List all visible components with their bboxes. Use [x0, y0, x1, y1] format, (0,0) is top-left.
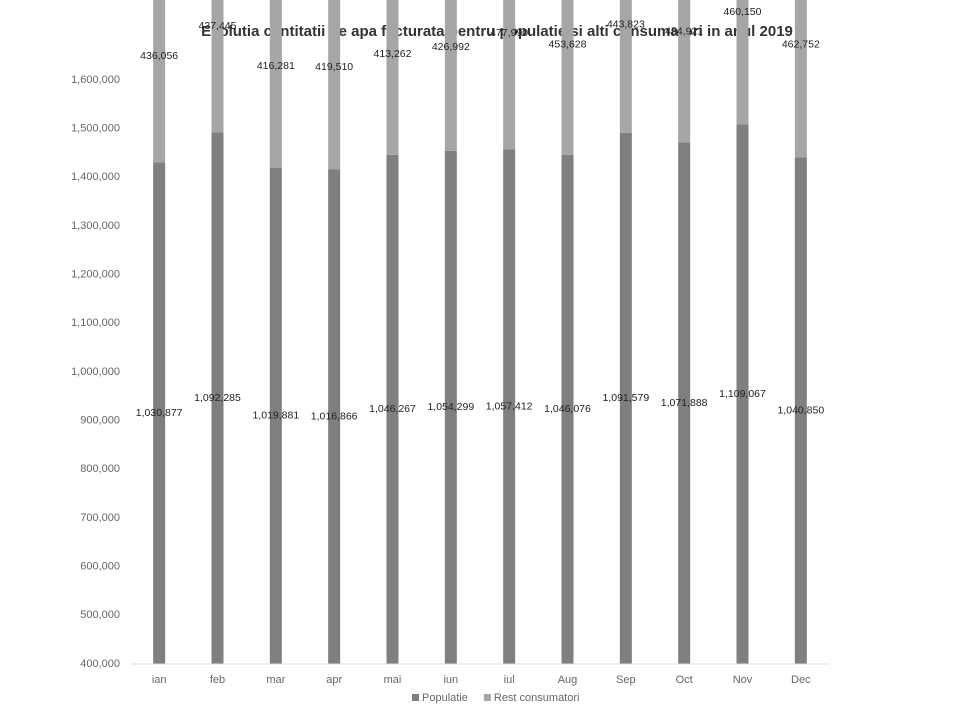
x-tick-label: Nov — [733, 674, 753, 686]
bar-segment — [794, 157, 807, 664]
x-tick-label: Dec — [791, 674, 811, 686]
bar-segment — [444, 0, 457, 151]
x-tick-label: iun — [443, 674, 458, 686]
x-tick-label: feb — [210, 674, 225, 686]
data-label: 1,019,881 — [252, 410, 299, 422]
bar-segment — [444, 150, 457, 664]
bar-segment — [211, 0, 224, 133]
bar-segment — [386, 0, 399, 155]
bar-segment — [328, 0, 341, 170]
bar-segment — [794, 0, 807, 158]
y-tick-label: 700,000 — [80, 512, 120, 524]
data-label: 1,091,579 — [602, 392, 649, 404]
bar-segment — [561, 154, 574, 665]
bar-segment — [211, 132, 224, 665]
x-tick-label: ian — [152, 674, 167, 686]
bar-segment — [678, 142, 691, 664]
x-tick-label: Sep — [616, 674, 636, 686]
y-tick-label: 500,000 — [80, 609, 120, 621]
bar-segment — [678, 0, 691, 143]
x-tick-label: iul — [504, 674, 515, 686]
data-label: 1,054,299 — [427, 401, 474, 413]
y-tick-label: 1,200,000 — [71, 269, 120, 281]
y-tick-label: 1,000,000 — [71, 366, 120, 378]
bar-segment — [619, 132, 632, 664]
data-label: 436,056 — [140, 50, 178, 62]
data-label: 462,752 — [782, 39, 820, 51]
bar-segment — [153, 0, 166, 163]
legend-label: Rest consumatori — [494, 692, 580, 704]
legend-swatch — [483, 694, 491, 701]
bar-segment — [736, 124, 749, 665]
data-label: 477,990 — [490, 27, 528, 39]
bar-segment — [328, 169, 341, 664]
bar-segment — [386, 154, 399, 665]
data-label: 1,057,412 — [486, 400, 533, 412]
x-tick-label: Oct — [676, 674, 693, 686]
bar-segment — [269, 167, 282, 665]
y-tick-label: 800,000 — [80, 463, 120, 475]
data-label: 1,092,285 — [194, 392, 241, 404]
data-label: 460,150 — [724, 6, 762, 18]
x-tick-label: mai — [384, 674, 402, 686]
legend-swatch — [412, 694, 419, 701]
data-label: 419,510 — [315, 61, 353, 73]
data-label: 437,445 — [199, 20, 237, 32]
data-label: 453,628 — [549, 38, 587, 50]
y-tick-label: 1,100,000 — [71, 317, 120, 329]
x-tick-label: Aug — [558, 674, 578, 686]
data-label: 1,016,866 — [311, 410, 358, 422]
data-label: 1,030,877 — [136, 407, 183, 419]
data-label: 1,046,267 — [369, 403, 416, 415]
data-label: 1,071,888 — [661, 397, 708, 409]
y-tick-label: 1,600,000 — [71, 74, 120, 86]
y-tick-label: 900,000 — [80, 415, 120, 427]
data-label: 443,823 — [607, 19, 645, 31]
data-label: 416,281 — [257, 60, 295, 72]
bar-segment — [561, 0, 574, 155]
bar-segment — [736, 0, 749, 125]
data-label: 1,109,067 — [719, 388, 766, 400]
data-label: 454,921 — [665, 25, 703, 37]
y-tick-label: 1,400,000 — [71, 171, 120, 183]
legend-label: Populatie — [422, 692, 468, 704]
y-tick-label: 600,000 — [80, 561, 120, 573]
data-label: 413,262 — [374, 48, 412, 60]
bar-segment — [153, 162, 166, 665]
data-label: 1,046,076 — [544, 403, 591, 415]
bar-segment — [503, 0, 516, 150]
data-label: 426,992 — [432, 41, 470, 53]
x-tick-label: apr — [326, 674, 342, 686]
bar-segment — [619, 0, 632, 133]
chart-title: Evolutia cantitatii de apa facturata pen… — [201, 23, 793, 40]
y-tick-label: 400,000 — [80, 658, 120, 670]
data-label: 1,040,850 — [777, 405, 824, 417]
x-tick-label: mar — [266, 674, 285, 686]
bar-segment — [269, 0, 282, 168]
y-tick-label: 1,300,000 — [71, 220, 120, 232]
bar-segment — [503, 149, 516, 664]
y-tick-label: 1,500,000 — [71, 123, 120, 135]
